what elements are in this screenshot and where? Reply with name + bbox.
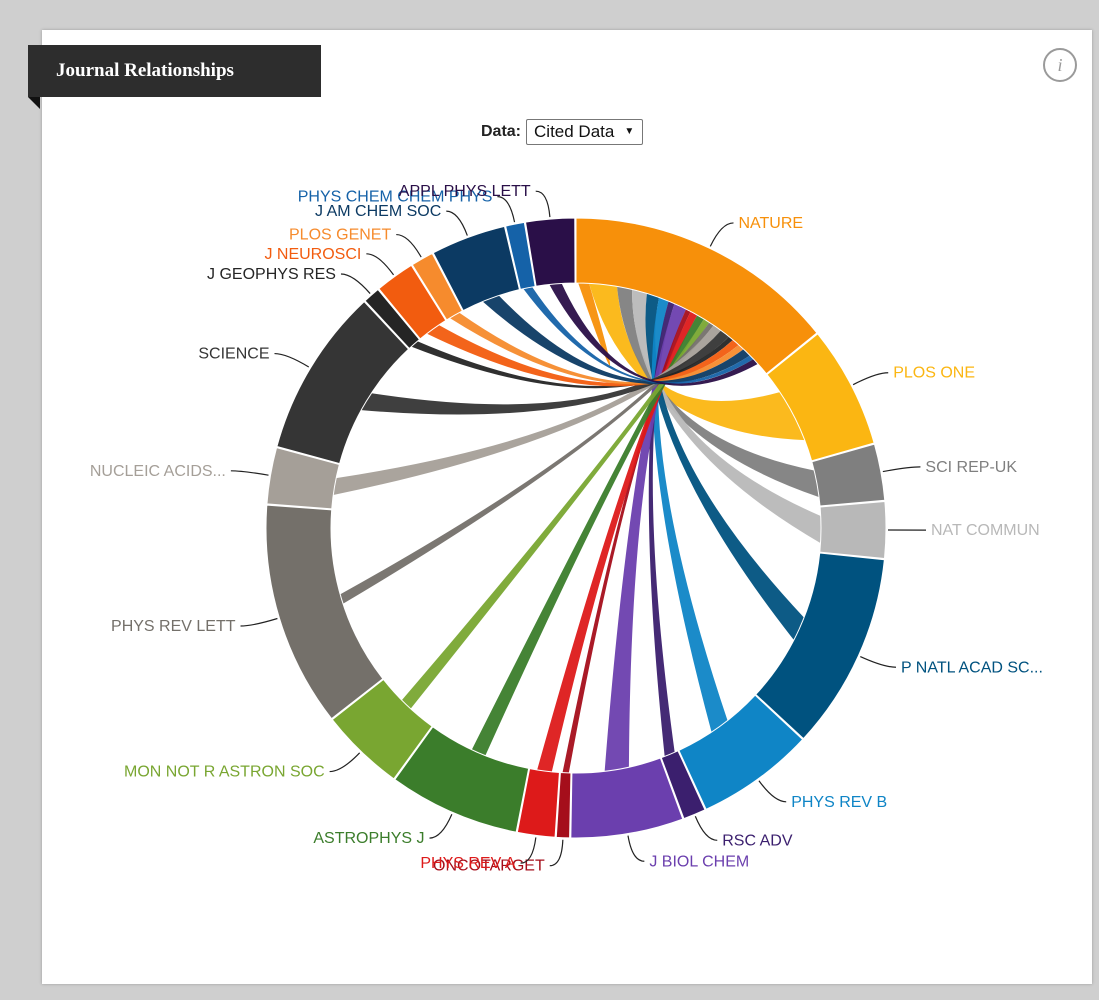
data-label: Data: (481, 123, 522, 140)
chord-j-neurosci (426, 325, 739, 387)
leader-line (860, 655, 896, 668)
arc-j-geophys-res[interactable] (364, 288, 421, 350)
label-phys-rev-lett[interactable]: PHYS REV LETT (111, 618, 236, 635)
data-selector: Data: Cited Data ▼ (481, 119, 644, 145)
arc-phys-rev-a[interactable] (516, 767, 560, 838)
arc-nature[interactable] (575, 217, 818, 375)
label-oncotarget[interactable]: ONCOTARGET (433, 858, 545, 875)
chord-astrophys-j (471, 315, 704, 756)
leader-line (230, 470, 269, 476)
chord-mon-not-r-astron-soc (401, 319, 710, 709)
label-nat-commun[interactable]: NAT COMMUN (931, 522, 1040, 539)
label-mon-not-r-astron-soc[interactable]: MON NOT R ASTRON SOC (124, 764, 325, 781)
leader-line (429, 813, 453, 839)
data-select-value: Cited Data (534, 122, 615, 141)
label-nature[interactable]: NATURE (738, 215, 803, 232)
leader-line (709, 222, 734, 247)
arc-phys-rev-lett[interactable] (265, 504, 384, 720)
leader-line (446, 210, 468, 236)
arc-rsc-adv[interactable] (660, 750, 706, 820)
leader-line (694, 816, 718, 841)
chord-nucleic-acids (333, 325, 721, 496)
chord-phys-rev-lett (340, 322, 714, 604)
label-j-am-chem-soc[interactable]: J AM CHEM SOC (315, 203, 441, 220)
chord-rsc-adv (648, 301, 675, 757)
label-rsc-adv[interactable]: RSC ADV (722, 832, 793, 849)
label-astrophys-j[interactable]: ASTROPHYS J (313, 830, 424, 847)
arc-j-biol-chem[interactable] (570, 757, 684, 839)
arc-astrophys-j[interactable] (394, 726, 530, 833)
leader-line (852, 372, 889, 386)
chord-oncotarget (562, 309, 691, 773)
label-phys-rev-a[interactable]: PHYS REV A (420, 855, 515, 872)
arc-nat-commun[interactable] (819, 500, 887, 560)
label-p-natl-acad-sc[interactable]: P NATL ACAD SC... (901, 659, 1043, 676)
arc-sci-rep-uk[interactable] (811, 443, 886, 507)
chord-phys-rev-b (651, 297, 728, 733)
arc-plos-genet[interactable] (411, 252, 464, 321)
chevron-down-icon: ▼ (624, 126, 635, 137)
leader-line (520, 837, 537, 864)
info-icon[interactable]: i (1043, 48, 1077, 82)
panel-title: Journal Relationships (28, 45, 321, 97)
label-appl-phys-lett[interactable]: APPL PHYS LETT (399, 183, 531, 200)
chord-links (333, 283, 821, 773)
arc-p-natl-acad-sc[interactable] (755, 552, 885, 740)
arc-j-neurosci[interactable] (378, 264, 447, 340)
chord-j-biol-chem (604, 303, 687, 772)
leader-line (549, 839, 564, 867)
arc-appl-phys-lett[interactable] (524, 217, 576, 287)
leader-line (396, 233, 422, 258)
leader-line (497, 196, 516, 223)
arc-j-am-chem-soc[interactable] (432, 225, 521, 312)
journal-arcs (265, 217, 887, 839)
leader-line (627, 835, 645, 862)
title-tab-fold (28, 97, 40, 109)
chord-phys-rev-a (537, 311, 698, 772)
leader-line (366, 253, 395, 276)
chord-j-am-chem-soc (482, 295, 750, 385)
label-j-neurosci[interactable]: J NEUROSCI (264, 246, 361, 263)
leader-line (882, 466, 921, 473)
label-sci-rep-uk[interactable]: SCI REP-UK (925, 459, 1017, 476)
label-nucleic-acids[interactable]: NUCLEIC ACIDS... (90, 463, 226, 480)
leader-line (535, 190, 551, 218)
arc-plos-one[interactable] (766, 333, 875, 462)
leader-line (758, 780, 787, 803)
arc-mon-not-r-astron-soc[interactable] (331, 678, 433, 780)
arc-phys-chem-chem-phys[interactable] (505, 221, 536, 290)
label-phys-chem-chem-phys[interactable]: PHYS CHEM CHEM PHYS (298, 189, 493, 206)
label-science[interactable]: SCIENCE (198, 346, 269, 363)
label-plos-one[interactable]: PLOS ONE (893, 365, 975, 382)
label-plos-genet[interactable]: PLOS GENET (289, 227, 391, 244)
leader-line (340, 273, 371, 294)
journal-labels: NATURE PLOS ONE SCI REP-UK NAT COMMUN P NATL… (90, 183, 1043, 875)
chord-p-natl-acad-sc (645, 293, 805, 641)
chord-appl-phys-lett (549, 283, 758, 386)
chord-nat-commun (632, 289, 821, 544)
chord-science (361, 330, 730, 415)
label-j-biol-chem[interactable]: J BIOL CHEM (649, 853, 749, 870)
chord-phys-chem-chem-phys (523, 286, 754, 385)
chord-nature-self (578, 283, 611, 366)
arc-oncotarget[interactable] (555, 771, 572, 839)
arc-phys-rev-b[interactable] (678, 694, 804, 811)
chord-plos-genet (449, 312, 744, 385)
label-j-geophys-res[interactable]: J GEOPHYS RES (207, 266, 336, 283)
label-phys-rev-b[interactable]: PHYS REV B (791, 794, 887, 811)
arc-science[interactable] (276, 300, 410, 465)
data-select[interactable]: Cited Data ▼ (526, 119, 644, 145)
chord-plos-one (589, 283, 805, 441)
leader-line (329, 752, 361, 773)
leader-line (274, 352, 310, 368)
leader-line (240, 617, 278, 627)
arc-nucleic-acids[interactable] (266, 447, 340, 510)
